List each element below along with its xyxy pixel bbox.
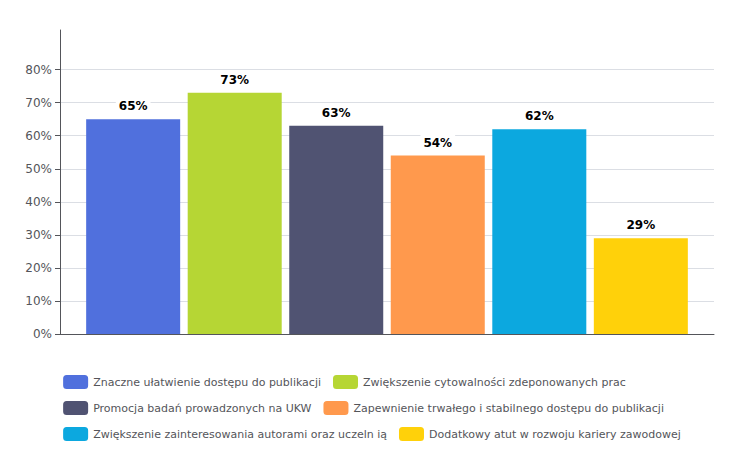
- svg-text:Zwiększenie zainteresowania au: Zwiększenie zainteresowania autorami ora…: [93, 428, 387, 441]
- svg-text:Zapewnienie trwałego i stabiln: Zapewnienie trwałego i stabilnego dostęp…: [353, 402, 663, 415]
- svg-text:20%: 20%: [25, 261, 52, 275]
- svg-text:Zwiększenie cytowalności zdepo: Zwiększenie cytowalności zdeponowanych p…: [363, 376, 626, 389]
- svg-text:60%: 60%: [25, 129, 52, 143]
- svg-text:40%: 40%: [25, 195, 52, 209]
- svg-text:10%: 10%: [25, 294, 52, 308]
- svg-text:70%: 70%: [25, 96, 52, 110]
- svg-text:0%: 0%: [33, 327, 52, 341]
- svg-text:65%: 65%: [119, 99, 148, 113]
- svg-text:29%: 29%: [626, 218, 655, 232]
- svg-text:80%: 80%: [25, 63, 52, 77]
- svg-text:Znaczne ułatwienie dostępu do: Znaczne ułatwienie dostępu do publikacji: [93, 376, 321, 389]
- svg-text:50%: 50%: [25, 162, 52, 176]
- svg-text:73%: 73%: [220, 73, 249, 87]
- svg-text:62%: 62%: [525, 109, 554, 123]
- svg-text:63%: 63%: [322, 106, 351, 120]
- svg-text:Dodatkowy atut w rozwoju karie: Dodatkowy atut w rozwoju kariery zawodow…: [429, 428, 681, 441]
- svg-text:30%: 30%: [25, 228, 52, 242]
- svg-text:54%: 54%: [423, 136, 452, 150]
- svg-text:Promocja badań prowadzonych na: Promocja badań prowadzonych na UKW: [93, 402, 311, 415]
